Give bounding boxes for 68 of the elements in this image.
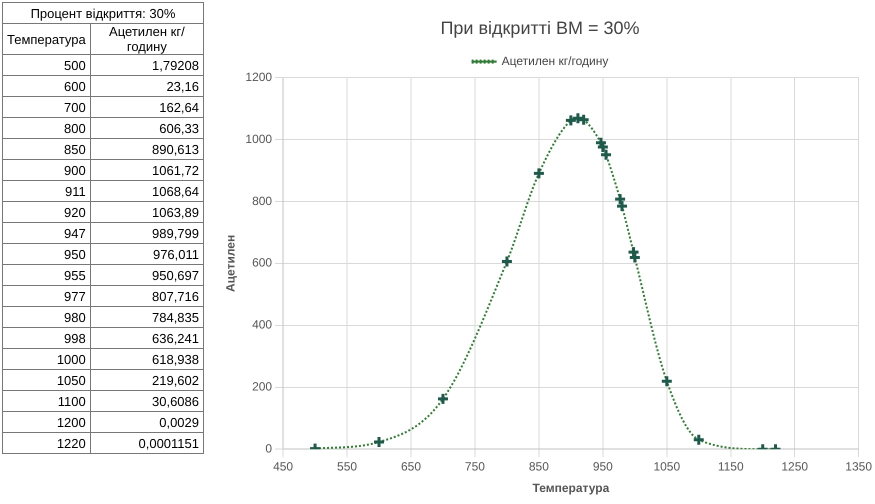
- text: 500: [2, 54, 90, 76]
- text: 920: [2, 202, 90, 222]
- legend-label: Ацетилен кг/годину: [502, 54, 608, 68]
- text: 998: [2, 328, 90, 348]
- x-tick-label: 850: [528, 460, 550, 474]
- text: 1000: [2, 348, 90, 370]
- point: [660, 374, 674, 388]
- x-tick-label: 650: [400, 460, 422, 474]
- text: 1061,72: [90, 160, 204, 180]
- text: 23,16: [90, 76, 204, 96]
- chart-title: При відкритті ВМ = 30%: [440, 18, 640, 38]
- text: 784,835: [90, 306, 204, 328]
- x-tick-label: 1150: [718, 460, 744, 474]
- text: 977: [2, 286, 90, 306]
- y-tick-label: 0: [265, 442, 272, 456]
- text: Процент відкриття: 30%: [2, 2, 204, 24]
- text: 1068,64: [90, 180, 204, 202]
- text: 700: [2, 96, 90, 118]
- text: 850: [2, 138, 90, 160]
- x-tick-label: 1350: [845, 460, 872, 474]
- text: 800: [2, 118, 90, 138]
- x-tick-label: 750: [464, 460, 486, 474]
- text: 950: [2, 244, 90, 264]
- text: 989,799: [90, 222, 204, 244]
- text: 976,011: [90, 244, 204, 264]
- text: 219,602: [90, 370, 204, 390]
- text: 947: [2, 222, 90, 244]
- text: 950,697: [90, 264, 204, 286]
- x-tick-label: 950: [592, 460, 614, 474]
- x-tick-label: 1250: [781, 460, 808, 474]
- x-tick-label: 450: [273, 460, 294, 474]
- x-tick-label: 550: [337, 460, 358, 474]
- y-axis-title: Ацетилен: [224, 234, 238, 292]
- x-axis-title: Температура: [532, 481, 610, 496]
- point: [500, 254, 514, 268]
- text: 900: [2, 160, 90, 180]
- text: 911: [2, 180, 90, 202]
- text: 1200: [2, 412, 90, 432]
- text: 636,241: [90, 328, 204, 348]
- text: 1063,89: [90, 202, 204, 222]
- text: 890,613: [90, 138, 204, 160]
- text: 955: [2, 264, 90, 286]
- text: 600: [2, 76, 90, 96]
- text: 807,716: [90, 286, 204, 306]
- y-tick-label: 200: [252, 380, 272, 394]
- text: Температура: [2, 24, 90, 54]
- text: 162,64: [90, 96, 204, 118]
- text: 618,938: [90, 348, 204, 370]
- text: 1,79208: [90, 54, 204, 76]
- y-tick-label: 600: [252, 256, 272, 270]
- y-tick-label: 400: [252, 318, 272, 332]
- text: 980: [2, 306, 90, 328]
- y-tick-label: 800: [252, 194, 272, 208]
- text: 1100: [2, 390, 90, 412]
- text: Ацетилен кг/годину: [90, 24, 204, 54]
- point: [564, 114, 578, 127]
- y-tick-label: 1200: [245, 70, 272, 84]
- text: 1220: [2, 432, 90, 454]
- text: 0,0029: [90, 412, 204, 432]
- point: [436, 392, 450, 406]
- text: 0,0001151: [90, 432, 204, 454]
- text: 606,33: [90, 118, 204, 138]
- text: 30,6086: [90, 390, 204, 412]
- y-tick-label: 1000: [245, 132, 272, 146]
- text: 1050: [2, 370, 90, 390]
- point: [532, 166, 546, 180]
- x-tick-label: 1050: [653, 460, 680, 474]
- point: [692, 433, 706, 446]
